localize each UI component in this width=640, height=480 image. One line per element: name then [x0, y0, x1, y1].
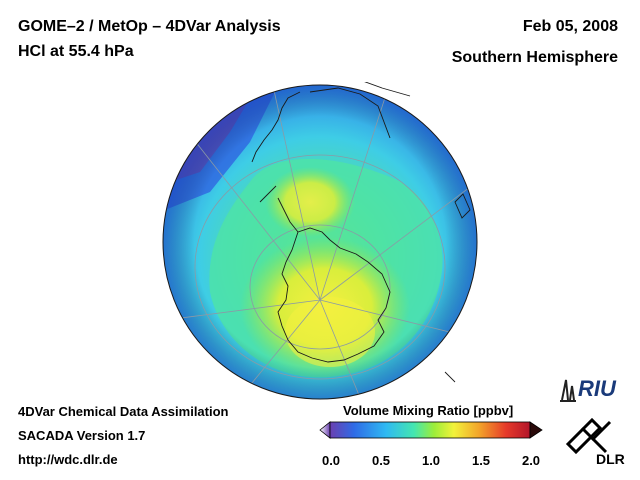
colorbar-tick: 0.5 — [371, 453, 391, 468]
globe-map — [162, 82, 478, 400]
globe-outline — [162, 84, 478, 400]
colorbar-tick: 0.0 — [321, 453, 341, 468]
colorbar-under-arrow — [319, 421, 331, 439]
colorbar — [319, 421, 543, 439]
dlr-logo-text: DLR — [596, 451, 625, 467]
footer-assimilation: 4DVar Chemical Data Assimilation — [18, 404, 229, 419]
colorbar-tick: 2.0 — [521, 453, 541, 468]
colorbar-tick: 1.0 — [421, 453, 441, 468]
footer-url[interactable]: http://wdc.dlr.de — [18, 452, 118, 467]
colorbar-tick: 1.5 — [471, 453, 491, 468]
colorbar-title: Volume Mixing Ratio [ppbv] — [343, 403, 514, 418]
riu-logo: RIU — [560, 376, 617, 402]
colorbar-over-arrow — [529, 421, 543, 439]
colorbar-ramp — [329, 421, 531, 439]
limb-shade — [163, 85, 477, 399]
coastlines — [251, 82, 471, 383]
footer-version: SACADA Version 1.7 — [18, 428, 146, 443]
riu-logo-text: RIU — [578, 376, 617, 401]
dlr-logo: DLR — [565, 417, 625, 467]
map-date: Feb 05, 2008 — [522, 18, 618, 35]
hemisphere-label: Southern Hemisphere — [451, 49, 618, 66]
graticule — [163, 85, 477, 399]
map-subtitle: HCl at 55.4 hPa — [18, 43, 134, 60]
map-title: GOME–2 / MetOp – 4DVar Analysis — [18, 18, 281, 35]
